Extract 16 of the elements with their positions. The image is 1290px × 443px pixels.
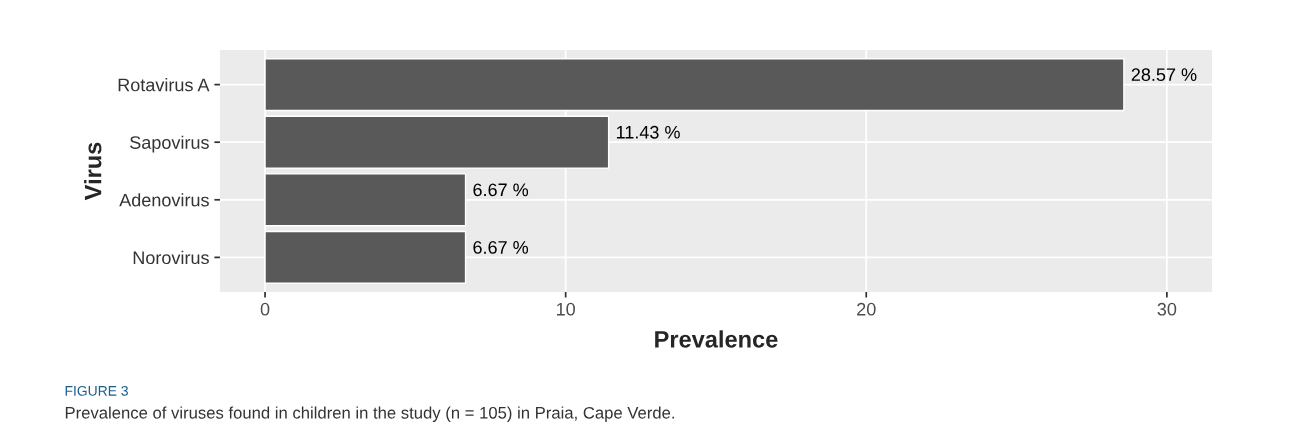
x-tick-label: 30 [1157, 302, 1177, 316]
y-tick-label: Rotavirus A [118, 78, 210, 92]
y-tick-label: Sapovirus [130, 135, 209, 153]
caption: FIGURE 3 [65, 385, 128, 396]
y-tick-label: Adenovirus [119, 193, 209, 207]
y-tick-label: Norovirus [133, 250, 209, 265]
data-label: 6.67 % [473, 241, 529, 254]
x-tick-label: 10 [556, 302, 575, 316]
text: Prevalence of viruses found in children in the study (n = 105) in Praia, Cape Verde. [65, 406, 674, 422]
x-axis-title: Prevalence [655, 330, 778, 348]
data-label: 6.67 % [473, 183, 529, 197]
data-label: 11.43 % [616, 125, 680, 139]
x-tick-label: 0 [260, 302, 270, 316]
y-axis-title: Virus [84, 142, 102, 201]
x-tick-label: 20 [857, 302, 876, 316]
data-label: 28.57 % [1131, 68, 1197, 82]
